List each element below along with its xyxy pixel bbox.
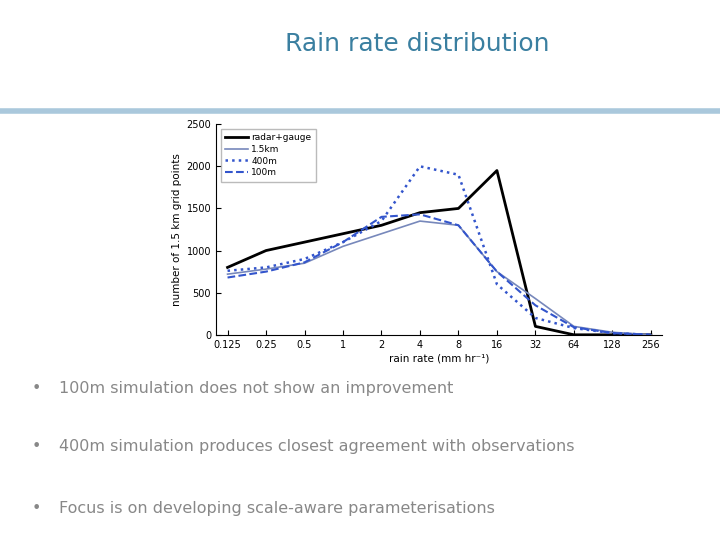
400m: [608, 330, 617, 336]
radar+gauge: [415, 210, 424, 216]
radar+gauge: [570, 332, 578, 338]
radar+gauge: [338, 231, 347, 237]
100m: [531, 302, 540, 308]
100m: [570, 324, 578, 330]
100m: [415, 211, 424, 218]
1.5km: [223, 271, 232, 278]
400m: [492, 281, 501, 287]
400m: [531, 315, 540, 321]
Text: •: •: [32, 381, 41, 396]
1.5km: [647, 332, 655, 338]
Text: Rain rate distribution: Rain rate distribution: [285, 32, 550, 56]
400m: [647, 332, 655, 338]
400m: [338, 239, 347, 245]
Text: •: •: [32, 439, 41, 454]
1.5km: [454, 222, 463, 228]
400m: [454, 172, 463, 178]
100m: [647, 332, 655, 338]
X-axis label: rain rate (mm hr⁻¹): rain rate (mm hr⁻¹): [389, 354, 490, 364]
1.5km: [261, 266, 270, 272]
400m: [261, 264, 270, 271]
Line: 400m: 400m: [228, 166, 651, 335]
1.5km: [377, 231, 386, 237]
Text: 100m simulation does not show an improvement: 100m simulation does not show an improve…: [59, 381, 454, 396]
1.5km: [492, 268, 501, 275]
radar+gauge: [492, 167, 501, 174]
radar+gauge: [223, 264, 232, 271]
Y-axis label: number of 1.5 km grid points: number of 1.5 km grid points: [172, 153, 182, 306]
1.5km: [608, 329, 617, 335]
100m: [261, 268, 270, 275]
1.5km: [570, 323, 578, 329]
100m: [300, 259, 309, 266]
Legend: radar+gauge, 1.5km, 400m, 100m: radar+gauge, 1.5km, 400m, 100m: [220, 129, 316, 182]
Line: 100m: 100m: [228, 214, 651, 335]
radar+gauge: [531, 323, 540, 329]
radar+gauge: [377, 222, 386, 228]
radar+gauge: [261, 247, 270, 254]
100m: [608, 330, 617, 336]
400m: [300, 256, 309, 262]
radar+gauge: [647, 332, 655, 338]
Text: Focus is on developing scale-aware parameterisations: Focus is on developing scale-aware param…: [59, 502, 495, 516]
1.5km: [300, 260, 309, 266]
Line: radar+gauge: radar+gauge: [228, 171, 651, 335]
1.5km: [531, 295, 540, 302]
100m: [377, 214, 386, 220]
400m: [415, 163, 424, 170]
400m: [377, 218, 386, 224]
400m: [570, 325, 578, 332]
radar+gauge: [454, 205, 463, 212]
Text: •: •: [32, 502, 41, 516]
100m: [223, 274, 232, 281]
radar+gauge: [300, 239, 309, 245]
100m: [454, 222, 463, 228]
100m: [338, 239, 347, 245]
1.5km: [338, 243, 347, 249]
400m: [223, 267, 232, 274]
Line: 1.5km: 1.5km: [228, 221, 651, 335]
Text: 400m simulation produces closest agreement with observations: 400m simulation produces closest agreeme…: [59, 439, 575, 454]
100m: [492, 268, 501, 275]
radar+gauge: [608, 332, 617, 338]
1.5km: [415, 218, 424, 224]
